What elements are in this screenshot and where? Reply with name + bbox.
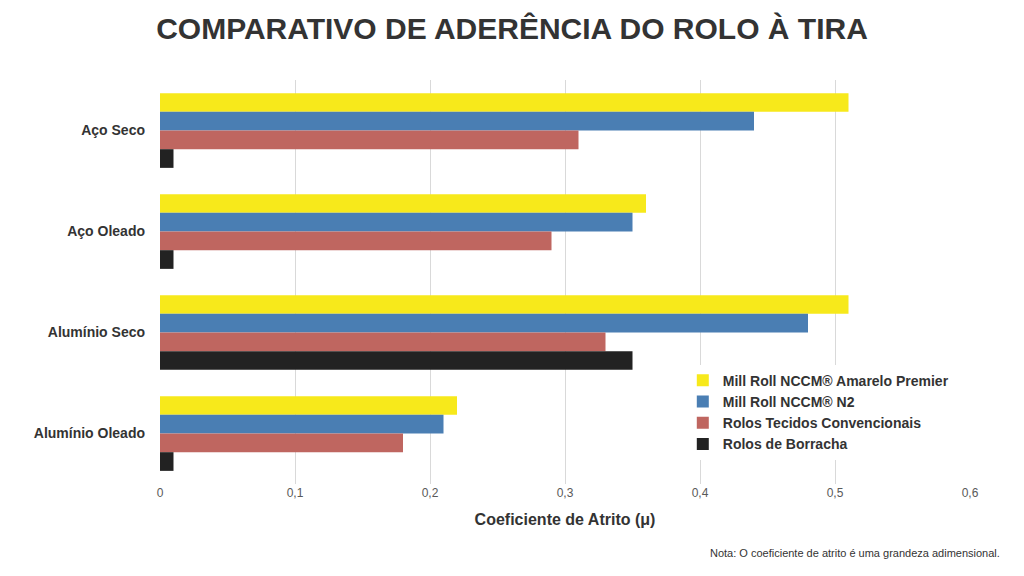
svg-text:COMPARATIVO DE ADERÊNCIA DO RO: COMPARATIVO DE ADERÊNCIA DO ROLO À TIRA: [156, 12, 868, 45]
svg-text:Rolos de Borracha: Rolos de Borracha: [723, 436, 848, 452]
svg-text:Alumínio Seco: Alumínio Seco: [48, 324, 145, 340]
svg-text:0,4: 0,4: [692, 486, 709, 500]
svg-text:0,1: 0,1: [287, 486, 304, 500]
svg-text:0,5: 0,5: [827, 486, 844, 500]
svg-text:0,2: 0,2: [422, 486, 439, 500]
svg-text:0,3: 0,3: [557, 486, 574, 500]
svg-text:Coeficiente de Atrito (μ): Coeficiente de Atrito (μ): [475, 511, 656, 528]
svg-text:0: 0: [157, 486, 164, 500]
svg-text:Aço Seco: Aço Seco: [81, 122, 145, 138]
svg-text:0,6: 0,6: [962, 486, 979, 500]
svg-text:Mill Roll NCCM® N2: Mill Roll NCCM® N2: [723, 394, 855, 410]
svg-text:Aço Oleado: Aço Oleado: [67, 223, 145, 239]
svg-text:Alumínio Oleado: Alumínio Oleado: [34, 425, 145, 441]
svg-text:Nota: O coeficiente de atrito: Nota: O coeficiente de atrito é uma gran…: [710, 547, 1000, 559]
svg-text:Rolos Tecidos Convencionais: Rolos Tecidos Convencionais: [723, 415, 921, 431]
svg-text:Mill Roll NCCM® Amarelo Premie: Mill Roll NCCM® Amarelo Premier: [723, 373, 949, 389]
